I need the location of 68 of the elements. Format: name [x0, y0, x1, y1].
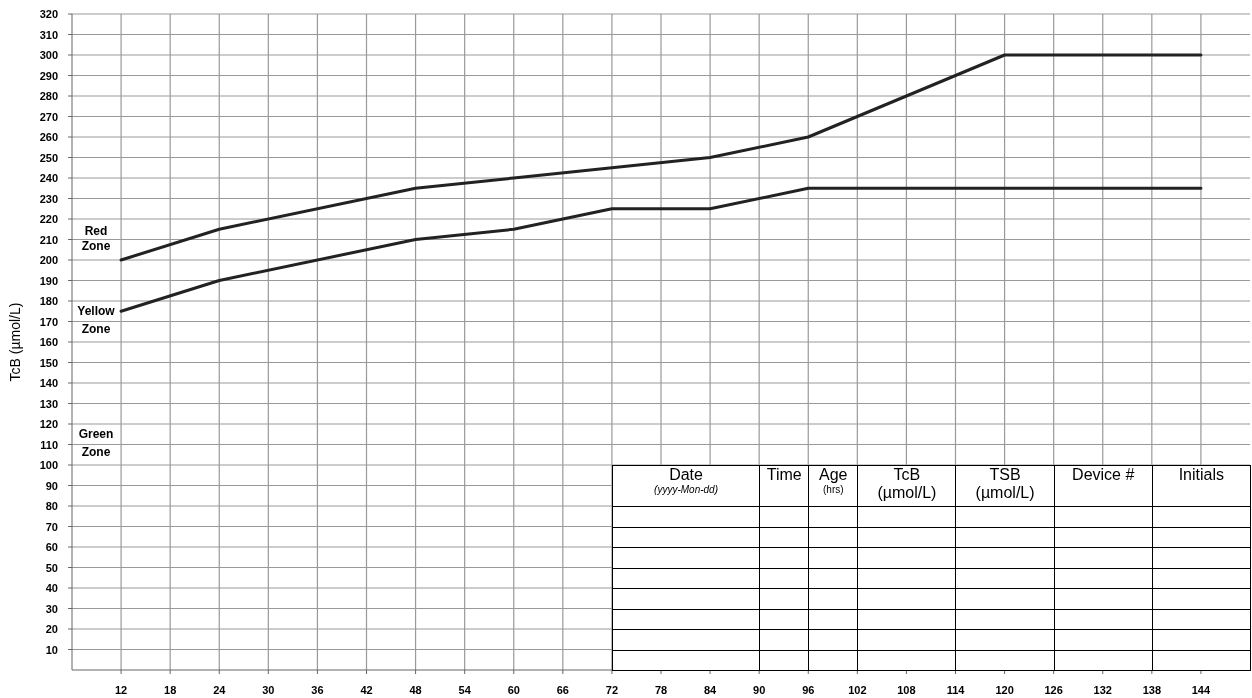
x-tick-label: 42: [360, 684, 373, 696]
y-tick-label: 220: [39, 213, 58, 225]
y-tick-label: 170: [39, 315, 58, 328]
annotation: TcB (µmol/L): [876, 466, 938, 502]
x-tick-label: 84: [703, 684, 718, 696]
y-tick-label: 240: [39, 172, 58, 184]
x-tick-label: 108: [897, 684, 916, 696]
y-tick-label: 290: [39, 69, 58, 82]
annotation: Device #: [1071, 466, 1136, 484]
x-tick-label: 90: [753, 684, 766, 696]
x-tick-label: 120: [995, 684, 1014, 696]
annotation: Date (yyyy-Mon-dd): [653, 466, 719, 496]
x-tick-label: 30: [262, 684, 275, 696]
x-tick-label: 12: [114, 684, 128, 696]
x-tick-label: 66: [556, 684, 569, 696]
y-tick-label: 30: [45, 602, 58, 615]
x-tick-label: 60: [507, 684, 520, 696]
annotation: Red Zone: [81, 224, 111, 253]
x-tick-label: 36: [311, 684, 324, 696]
line-series: [119, 53, 1203, 262]
x-tick-label: 18: [164, 684, 177, 696]
x-tick-label: 126: [1044, 684, 1063, 696]
x-tick-label: 72: [605, 684, 619, 696]
y-axis-title: TcB (µmol/L): [7, 302, 23, 382]
y-tick-label: 20: [45, 623, 58, 635]
annotation: TSB (µmol/L): [974, 466, 1036, 502]
y-tick-label: 180: [39, 295, 58, 307]
y-tick-label: 100: [39, 459, 58, 471]
x-tick-label: 102: [848, 684, 867, 696]
y-tick-label: 250: [39, 151, 58, 164]
x-tick-label: 24: [213, 684, 227, 696]
annotation: Age (hrs): [818, 466, 849, 496]
y-tick-label: 70: [45, 520, 58, 533]
annotation: Time: [765, 466, 803, 484]
y-tick-label: 80: [45, 500, 58, 512]
x-tick-label: 114: [946, 684, 966, 696]
annotation: Green Zone: [78, 427, 114, 459]
y-tick-label: 310: [39, 28, 58, 41]
y-tick-label: 260: [39, 131, 58, 143]
y-tick-label: 200: [39, 254, 58, 266]
y-tick-label: 90: [45, 479, 58, 492]
y-tick-label: 230: [39, 192, 58, 205]
y-tick-label: 10: [45, 643, 58, 656]
y-tick-label: 320: [39, 8, 58, 20]
y-tick-label: 150: [39, 356, 58, 369]
y-tick-label: 160: [39, 336, 58, 348]
x-tick-label: 78: [654, 684, 668, 696]
y-tick-label: 270: [39, 110, 58, 123]
y-tick-label: 50: [45, 561, 58, 574]
y-tick-label: 140: [39, 377, 58, 389]
x-tick-label: 54: [458, 684, 472, 696]
y-tick-label: 280: [39, 90, 58, 102]
x-tick-label: 96: [802, 684, 815, 696]
x-tick-label: 132: [1093, 684, 1112, 696]
y-tick-label: 190: [39, 274, 58, 287]
line-series: [119, 186, 1203, 313]
x-tick-label: 48: [409, 684, 422, 696]
y-tick-label: 300: [39, 49, 58, 61]
y-tick-label: 110: [40, 438, 58, 451]
x-tick-label: 144: [1191, 684, 1211, 696]
y-tick-label: 210: [39, 233, 58, 246]
x-tick-label: 138: [1142, 684, 1162, 696]
y-tick-label: 40: [45, 582, 58, 594]
y-tick-label: 120: [39, 418, 58, 430]
annotation: Initials: [1177, 466, 1226, 484]
y-tick-label: 60: [45, 541, 58, 553]
y-tick-label: 130: [39, 397, 58, 410]
annotation: Yellow Zone: [77, 304, 116, 336]
